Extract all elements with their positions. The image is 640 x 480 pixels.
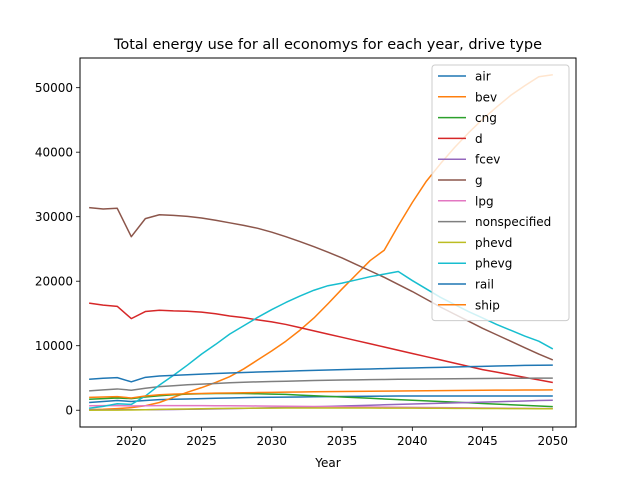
legend-label-nonspecified: nonspecified: [475, 215, 551, 229]
x-tick-label: 2020: [116, 434, 147, 448]
y-tick-label: 40000: [35, 146, 73, 160]
legend-label-fcev: fcev: [475, 153, 500, 167]
x-axis-label: Year: [314, 456, 340, 470]
y-tick-label: 50000: [35, 81, 73, 95]
legend-label-air: air: [475, 70, 491, 84]
y-tick-label: 20000: [35, 275, 73, 289]
x-tick-label: 2030: [257, 434, 288, 448]
series-line-g: [89, 206, 554, 361]
series-line-nonspecified: [89, 377, 553, 392]
legend-label-phevd: phevd: [475, 236, 512, 250]
plot-area-frame: [79, 57, 577, 428]
x-tick-label: 2050: [538, 434, 569, 448]
y-axis: 0 10000 20000 30000 40000 50000: [35, 81, 80, 418]
legend-box: [431, 64, 570, 322]
y-tick-label: 0: [65, 404, 73, 418]
legend: air bev cng d fcev g lpg nonspecified phevd phevg…: [431, 64, 570, 322]
series-line-phevd: [89, 407, 553, 411]
legend-label-bev: bev: [475, 90, 497, 104]
series-line-d: [89, 302, 553, 384]
series-line-cng: [89, 392, 553, 408]
series-line-ship: [89, 389, 553, 399]
legend-label-g: g: [475, 174, 483, 188]
y-tick-label: 10000: [35, 339, 73, 353]
legend-label-rail: rail: [475, 278, 494, 292]
series-line-rail: [89, 364, 553, 383]
x-tick-label: 2045: [467, 434, 498, 448]
y-tick-label: 30000: [35, 210, 73, 224]
chart-title: Total energy use for all economys for ea…: [113, 37, 542, 53]
legend-label-lpg: lpg: [475, 194, 494, 208]
x-tick-label: 2025: [186, 434, 217, 448]
x-tick-label: 2035: [327, 434, 358, 448]
x-axis: 2020 2025 2030 2035 2040 2045 2050: [116, 427, 568, 448]
legend-label-ship: ship: [475, 298, 500, 312]
x-tick-label: 2040: [397, 434, 428, 448]
legend-label-cng: cng: [475, 111, 497, 125]
legend-label-d: d: [475, 132, 483, 146]
legend-label-phevg: phevg: [475, 257, 512, 271]
